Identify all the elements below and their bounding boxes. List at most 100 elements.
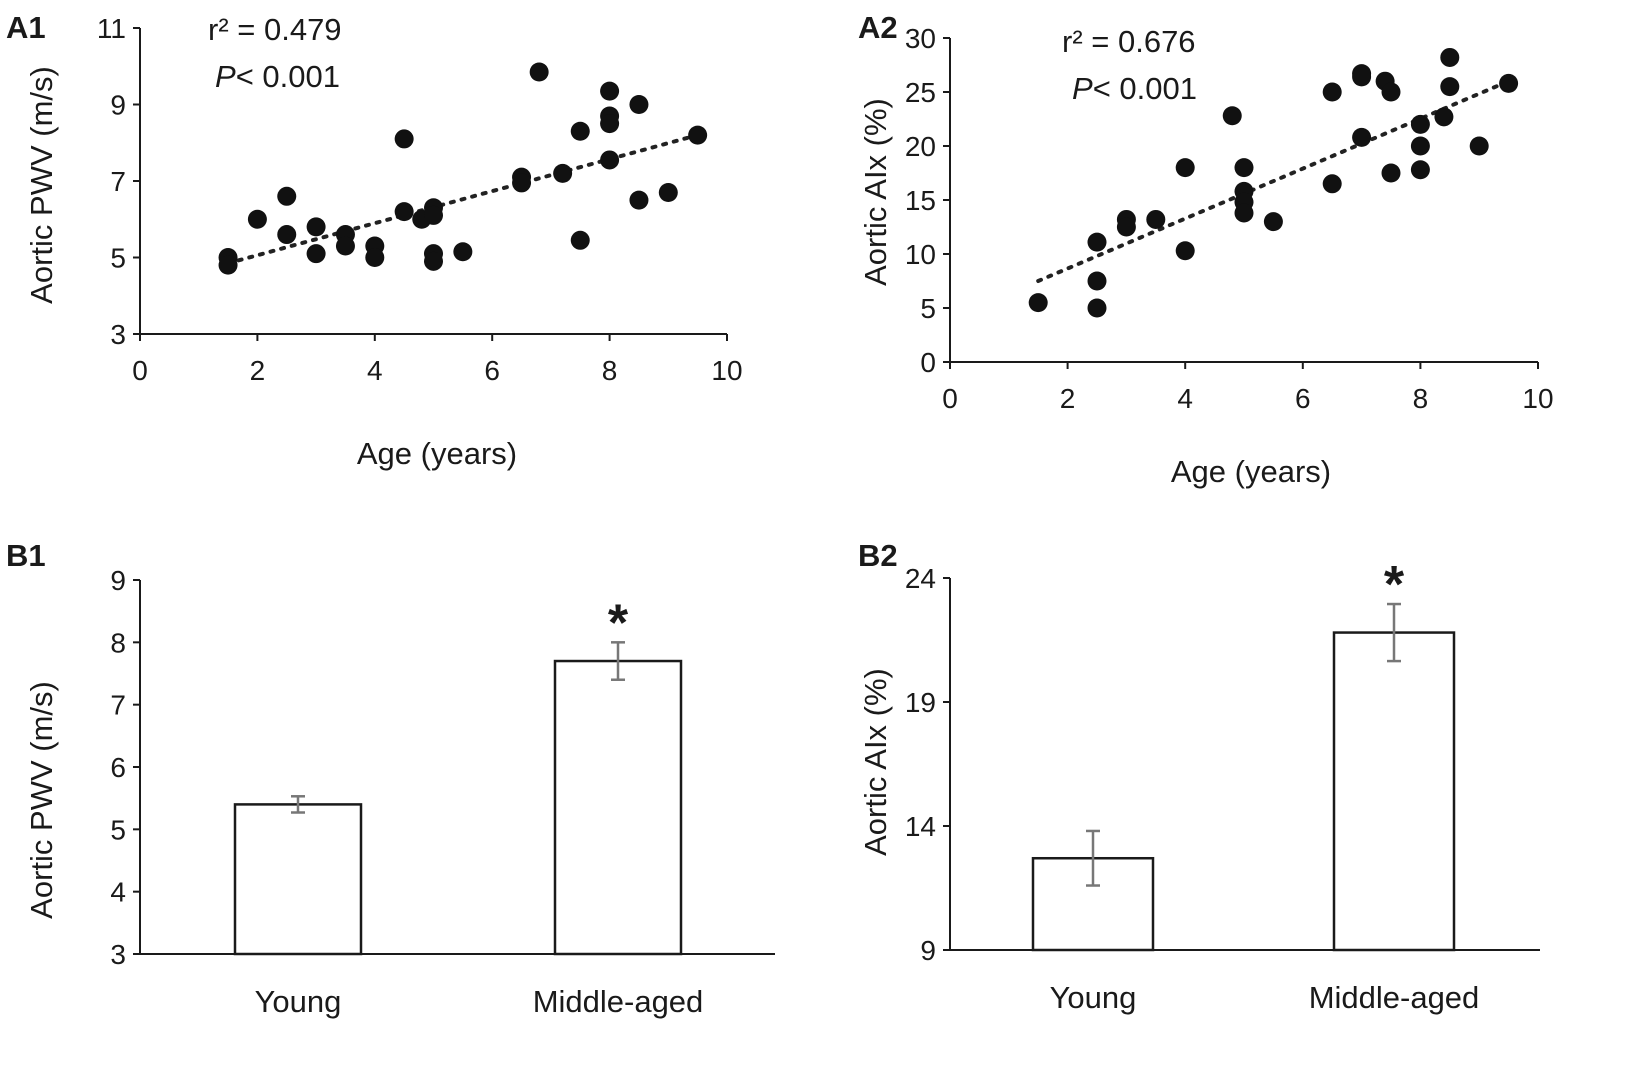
a1-data-point — [453, 242, 473, 262]
b2-category-label: Young — [1050, 980, 1137, 1015]
b2-y-tick-label: 14 — [905, 811, 936, 842]
b2-y-tick-label: 19 — [905, 687, 936, 718]
a2-r2-label: r² = 0.676 — [1062, 24, 1196, 59]
a2-data-point — [1234, 158, 1254, 178]
a2-data-point — [1440, 47, 1460, 67]
b2-marks: 9 14 19 24 Young Middle-aged * — [905, 556, 1540, 1015]
a2-data-point — [1234, 203, 1254, 223]
a2-data-point — [1352, 127, 1372, 147]
a2-y-tick-label: 10 — [905, 239, 936, 270]
a2-data-point — [1410, 160, 1430, 180]
a2-y-tick-label: 0 — [920, 347, 936, 378]
a2-data-point — [1175, 158, 1195, 178]
b2-y-tick-label: 24 — [905, 563, 936, 594]
a1-data-point — [600, 150, 620, 170]
a1-x-tick-label: 10 — [711, 355, 742, 386]
panel-b2: B2 Aortic AIx (%) 9 14 19 24 Young Middle-age… — [858, 538, 1540, 1015]
a1-x-tick-label: 4 — [367, 355, 383, 386]
a2-data-point — [1499, 73, 1519, 93]
a2-x-axis-title: Age (years) — [1171, 454, 1331, 489]
b2-category-label: Middle-aged — [1309, 980, 1480, 1015]
a1-y-tick-label: 3 — [110, 319, 126, 350]
a2-data-point — [1381, 82, 1401, 102]
a2-x-tick-label: 10 — [1522, 383, 1553, 414]
a1-data-point — [306, 217, 326, 237]
a1-y-tick-label: 11 — [97, 13, 126, 44]
a1-data-point — [688, 125, 708, 145]
a2-data-point — [1352, 67, 1372, 87]
a1-x-tick-label: 6 — [484, 355, 500, 386]
b1-category-label: Middle-aged — [533, 984, 704, 1019]
b1-y-axis-title: Aortic PWV (m/s) — [24, 681, 59, 919]
a2-data-point — [1263, 212, 1283, 232]
a2-data-point — [1028, 293, 1048, 313]
a1-y-tick-label: 9 — [110, 90, 126, 121]
a2-trendline — [1036, 79, 1511, 283]
a2-data-point — [1381, 163, 1401, 183]
a1-data-point — [600, 81, 620, 101]
a2-data-point — [1087, 298, 1107, 318]
a2-y-tick-label: 15 — [905, 185, 936, 216]
a1-marks: 3 5 7 9 11 0 2 4 6 8 10 — [97, 13, 743, 386]
b1-marks: 3 4 5 6 7 8 9 Young Middle-aged * — [110, 565, 775, 1019]
a2-x-tick-label: 4 — [1177, 383, 1193, 414]
b1-significance-star: * — [608, 594, 629, 652]
a2-y-axis-title: Aortic AIx (%) — [858, 98, 893, 286]
a1-data-point — [424, 251, 443, 271]
a2-data-point — [1434, 107, 1454, 127]
a1-data-point — [600, 114, 620, 134]
a2-x-tick-label: 6 — [1295, 383, 1311, 414]
a1-data-point — [424, 205, 443, 225]
a1-x-axis-title: Age (years) — [357, 436, 517, 471]
a2-data-point — [1087, 232, 1107, 252]
a1-y-axis-title: Aortic PWV (m/s) — [24, 66, 59, 304]
a1-data-point — [553, 163, 573, 183]
a2-x-tick-label: 8 — [1413, 383, 1429, 414]
a2-data-point — [1440, 77, 1460, 97]
a1-x-tick-label: 8 — [602, 355, 618, 386]
a2-data-point — [1410, 114, 1430, 134]
a1-y-tick-label: 7 — [110, 166, 126, 197]
a2-p-value: < 0.001 — [1093, 71, 1197, 106]
b2-bar — [1332, 631, 1456, 952]
a1-data-point — [570, 121, 590, 141]
a1-data-point — [277, 225, 297, 245]
a1-data-point — [629, 95, 649, 114]
a1-data-point — [394, 129, 414, 149]
a2-data-point — [1469, 136, 1489, 156]
b1-y-tick-label: 7 — [110, 690, 126, 721]
a1-data-point — [365, 248, 385, 267]
b1-y-tick-label: 9 — [110, 565, 126, 596]
panel-label-a2: A2 — [858, 10, 898, 45]
a1-data-point — [658, 182, 678, 202]
b1-bar — [553, 659, 683, 956]
a2-data-point — [1146, 209, 1166, 229]
b1-category-label: Young — [255, 984, 342, 1019]
a2-x-tick-label: 2 — [1060, 383, 1076, 414]
a1-p-label: P< 0.001 — [215, 59, 340, 94]
a2-marks: 0 5 10 15 20 25 30 0 2 4 6 8 10 — [905, 23, 1554, 414]
a1-trendline — [226, 133, 700, 266]
a1-data-point — [394, 202, 414, 222]
b2-y-axis-title: Aortic AIx (%) — [858, 668, 893, 856]
a1-data-point — [306, 244, 326, 264]
a1-y-tick-label: 5 — [110, 243, 126, 274]
b1-y-tick-label: 3 — [110, 939, 126, 970]
b1-y-tick-label: 6 — [110, 752, 126, 783]
a2-p-prefix: P — [1072, 71, 1093, 106]
a2-y-tick-label: 25 — [905, 77, 936, 108]
a2-data-point — [1322, 174, 1342, 194]
b1-y-tick-label: 8 — [110, 627, 126, 658]
a2-y-tick-label: 20 — [905, 131, 936, 162]
a1-data-point — [529, 62, 549, 82]
a1-data-point — [277, 186, 297, 206]
panel-b1: B1 Aortic PWV (m/s) 3 4 5 6 7 8 9 Young Middle-a… — [6, 538, 775, 1019]
a2-data-point — [1410, 136, 1430, 156]
b1-bar — [233, 803, 363, 956]
b2-y-tick-label: 9 — [920, 935, 936, 966]
b1-y-tick-label: 4 — [110, 877, 126, 908]
panel-label-a1: A1 — [6, 10, 46, 45]
panel-a2: A2 Aortic AIx (%) Age (years) r² = 0.676… — [858, 10, 1554, 489]
a2-x-tick-label: 0 — [942, 383, 958, 414]
